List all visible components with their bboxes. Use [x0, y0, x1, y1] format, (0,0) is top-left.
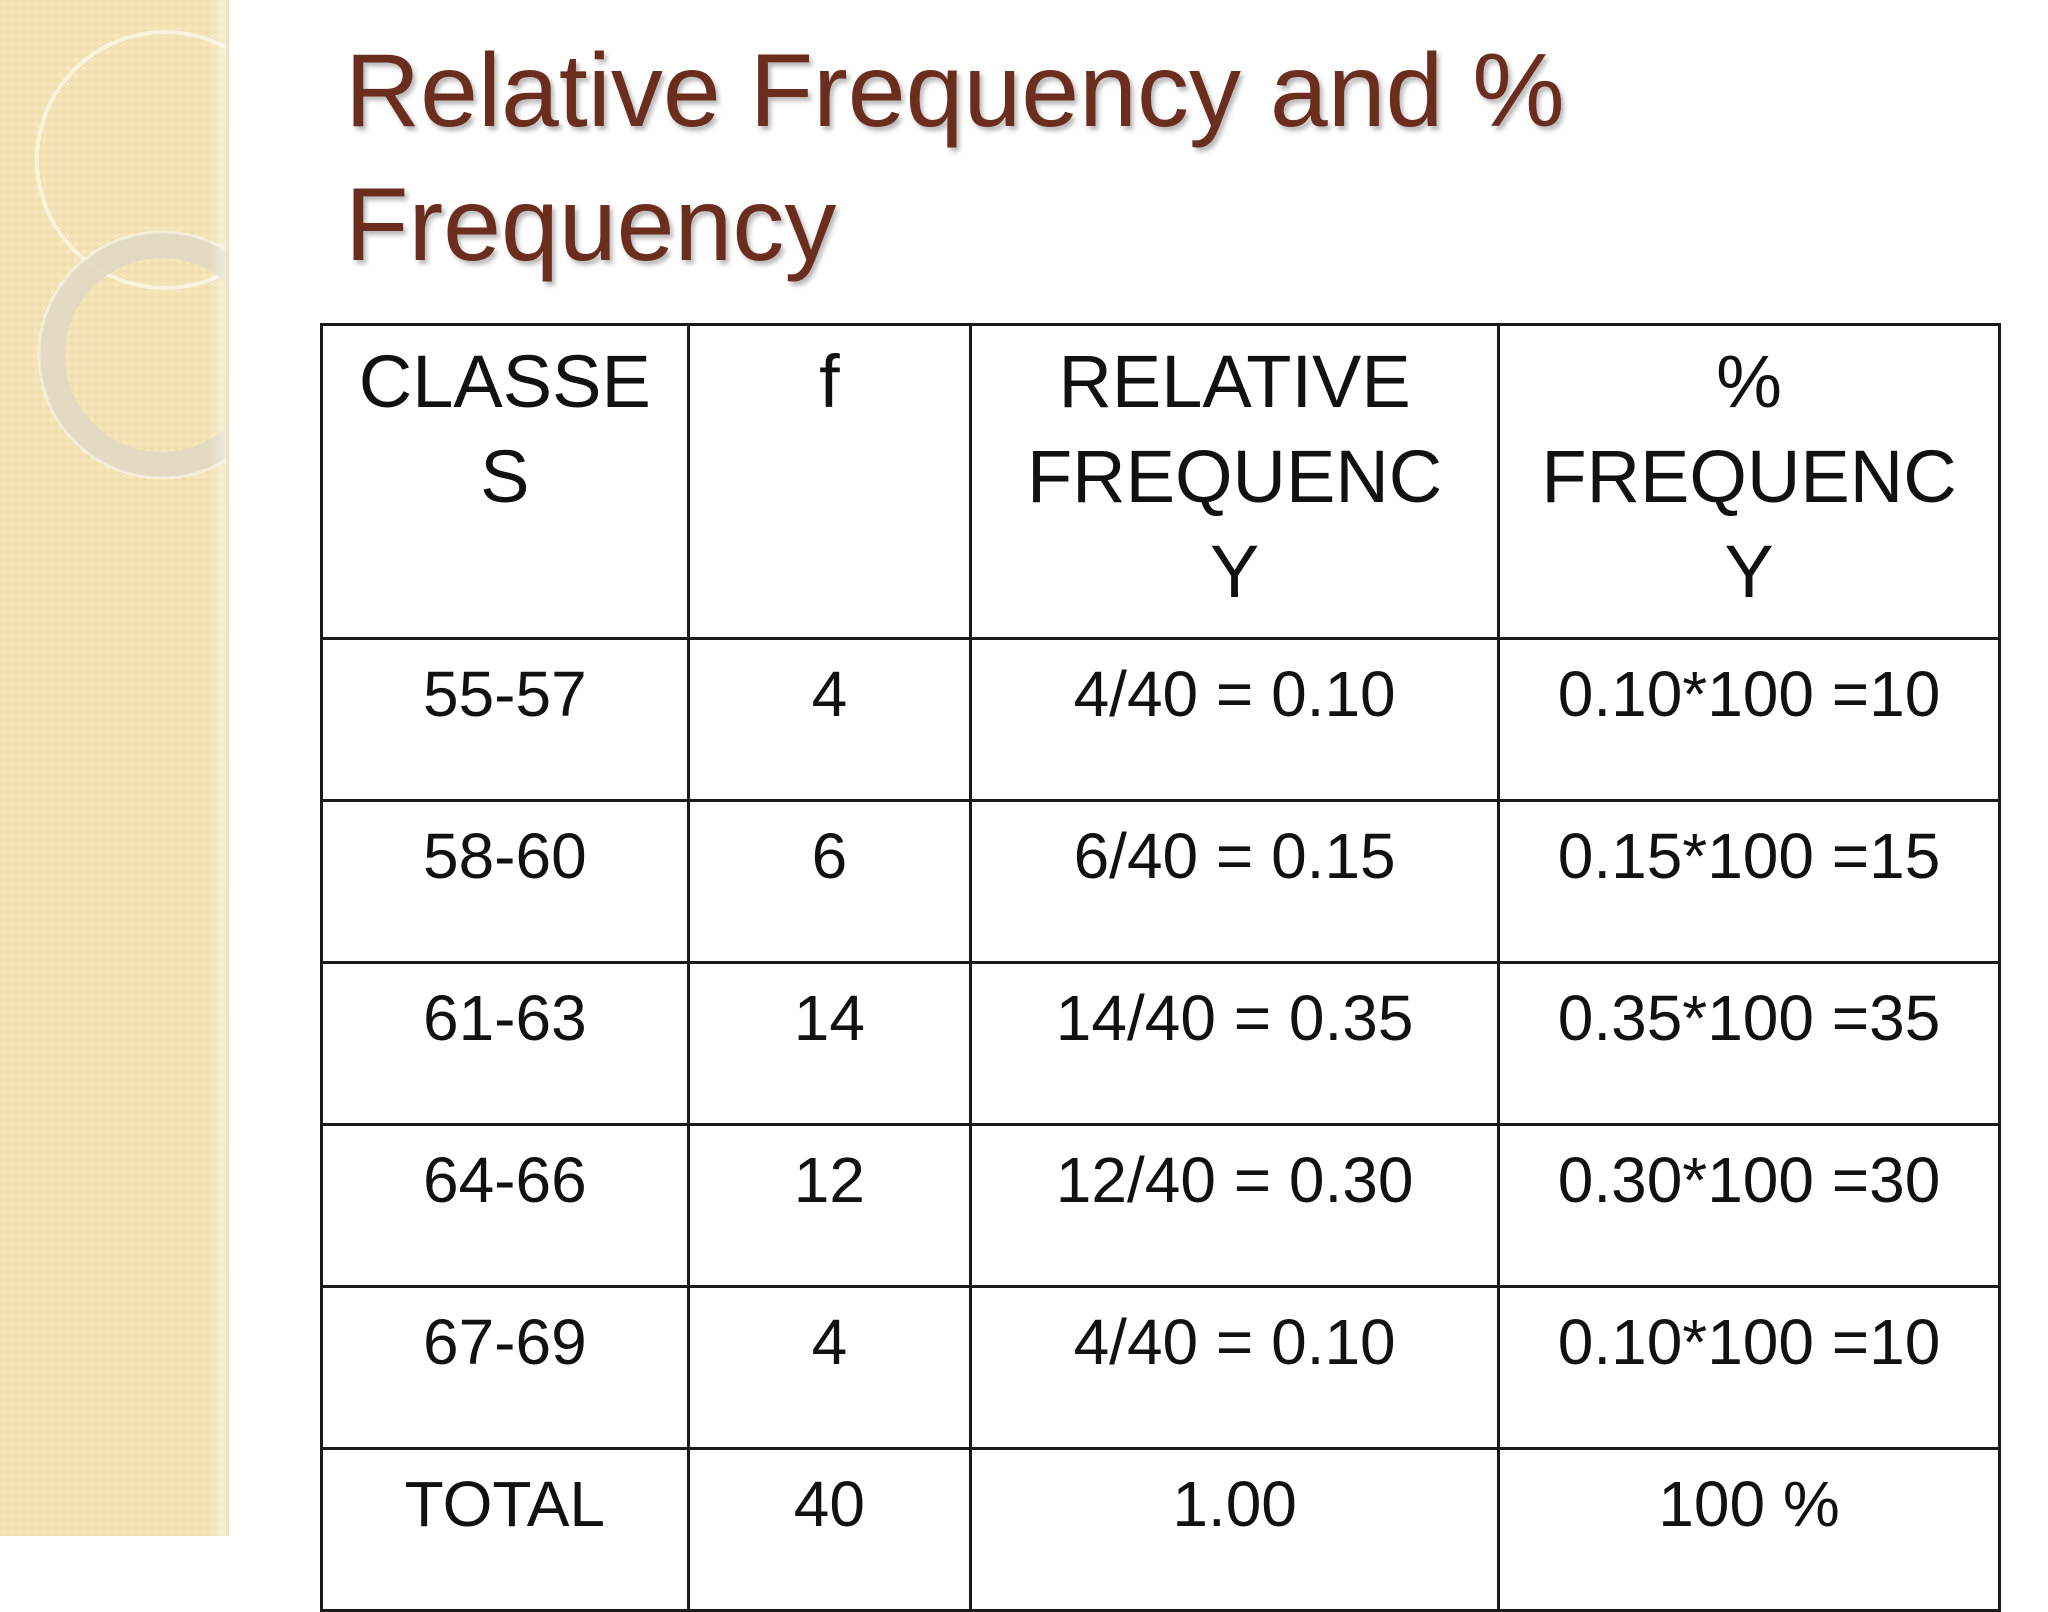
- cell-f: 40: [686, 1447, 973, 1612]
- table-row: 55-57 4 4/40 = 0.10 0.10*100 =10: [320, 637, 2001, 802]
- slide-title-line-2: Frequency: [345, 167, 837, 283]
- header-percent-frequency: % FREQUENC Y: [1497, 323, 2001, 640]
- cell-f: 12: [686, 1123, 973, 1288]
- cell-classes: 55-57: [320, 637, 690, 802]
- decorative-ring-large: [35, 30, 226, 290]
- cell-classes: 61-63: [320, 961, 690, 1126]
- frequency-table: CLASSE S f RELATIVE FREQUENC Y % FREQUEN…: [320, 323, 2001, 1612]
- cell-classes: 67-69: [320, 1285, 690, 1450]
- decorative-ring-small-highlight: [37, 230, 226, 480]
- slide-title-line-1: Relative Frequency and %: [345, 33, 1565, 149]
- slide-title: Relative Frequency and % Frequency: [345, 24, 1945, 292]
- cell-relative: 12/40 = 0.30: [969, 1123, 1501, 1288]
- cell-relative: 1.00: [969, 1447, 1501, 1612]
- cell-percent: 0.15*100 =15: [1497, 799, 2001, 964]
- cell-percent: 0.10*100 =10: [1497, 637, 2001, 802]
- table-total-row: TOTAL 40 1.00 100 %: [320, 1447, 2001, 1612]
- cell-f: 6: [686, 799, 973, 964]
- decorative-rings: [35, 30, 226, 480]
- cell-relative: 6/40 = 0.15: [969, 799, 1501, 964]
- decorative-ring-small: [39, 232, 226, 478]
- cell-relative: 14/40 = 0.35: [969, 961, 1501, 1126]
- cell-f: 4: [686, 1285, 973, 1450]
- header-relative-frequency: RELATIVE FREQUENC Y: [969, 323, 1501, 640]
- cell-relative: 4/40 = 0.10: [969, 637, 1501, 802]
- cell-classes: 64-66: [320, 1123, 690, 1288]
- cell-relative: 4/40 = 0.10: [969, 1285, 1501, 1450]
- cell-f: 14: [686, 961, 973, 1126]
- decorative-side-strip: [0, 0, 229, 1536]
- cell-f: 4: [686, 637, 973, 802]
- table-header-row: CLASSE S f RELATIVE FREQUENC Y % FREQUEN…: [320, 323, 2001, 640]
- cell-percent: 0.30*100 =30: [1497, 1123, 2001, 1288]
- header-f: f: [686, 323, 973, 640]
- cell-classes: TOTAL: [320, 1447, 690, 1612]
- table-row: 61-63 14 14/40 = 0.35 0.35*100 =35: [320, 961, 2001, 1126]
- cell-percent: 0.35*100 =35: [1497, 961, 2001, 1126]
- table-row: 64-66 12 12/40 = 0.30 0.30*100 =30: [320, 1123, 2001, 1288]
- cell-percent: 0.10*100 =10: [1497, 1285, 2001, 1450]
- table-row: 67-69 4 4/40 = 0.10 0.10*100 =10: [320, 1285, 2001, 1450]
- cell-classes: 58-60: [320, 799, 690, 964]
- header-classes: CLASSE S: [320, 323, 690, 640]
- table-row: 58-60 6 6/40 = 0.15 0.15*100 =15: [320, 799, 2001, 964]
- side-strip-shade: [208, 0, 226, 1536]
- cell-percent: 100 %: [1497, 1447, 2001, 1612]
